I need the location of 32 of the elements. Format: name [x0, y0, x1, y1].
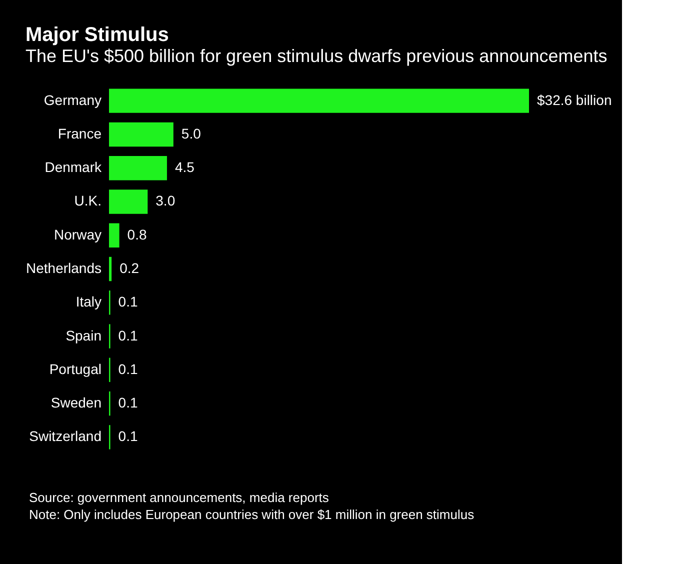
bar	[109, 190, 148, 214]
data-label: $32.6 billion	[537, 92, 612, 108]
data-label: 4.5	[174, 159, 195, 176]
bar	[109, 223, 120, 248]
chart-title: Major Stimulus	[26, 24, 169, 46]
y-tick-label: Spain	[66, 327, 102, 344]
bar	[109, 256, 112, 282]
y-tick-label: Switzerland	[29, 428, 102, 444]
source-note: Source: government announcements, media reports	[29, 490, 330, 505]
data-label: 0.8	[127, 226, 147, 242]
data-label: 0.1	[118, 294, 138, 310]
data-label: 0.2	[120, 260, 140, 276]
bar	[109, 88, 529, 113]
bar	[109, 122, 174, 147]
y-tick-label: U.K.	[74, 192, 102, 209]
y-tick-label: Netherlands	[26, 260, 102, 276]
data-label: 5.0	[181, 125, 202, 142]
y-tick-label: France	[58, 125, 102, 142]
y-tick-label: Sweden	[50, 394, 102, 411]
y-tick-label: Portugal	[49, 360, 102, 377]
text: Note: Only includes European countries with over $1 million in green stimulus	[29, 507, 475, 522]
data-label: 0.1	[118, 428, 138, 444]
data-label: 0.1	[118, 394, 138, 411]
y-tick-label: Germany	[44, 92, 102, 108]
bar	[109, 156, 167, 180]
y-tick-label: Denmark	[44, 159, 102, 176]
data-label: 0.1	[118, 327, 138, 344]
data-label: 3.0	[156, 192, 176, 209]
y-tick-label: Norway	[54, 226, 102, 242]
data-label: 0.1	[118, 360, 138, 377]
chart-subtitle: The EU's $500 billion for green stimulus dwarfs previous announcements	[26, 46, 608, 66]
y-tick-label: Italy	[76, 294, 102, 310]
